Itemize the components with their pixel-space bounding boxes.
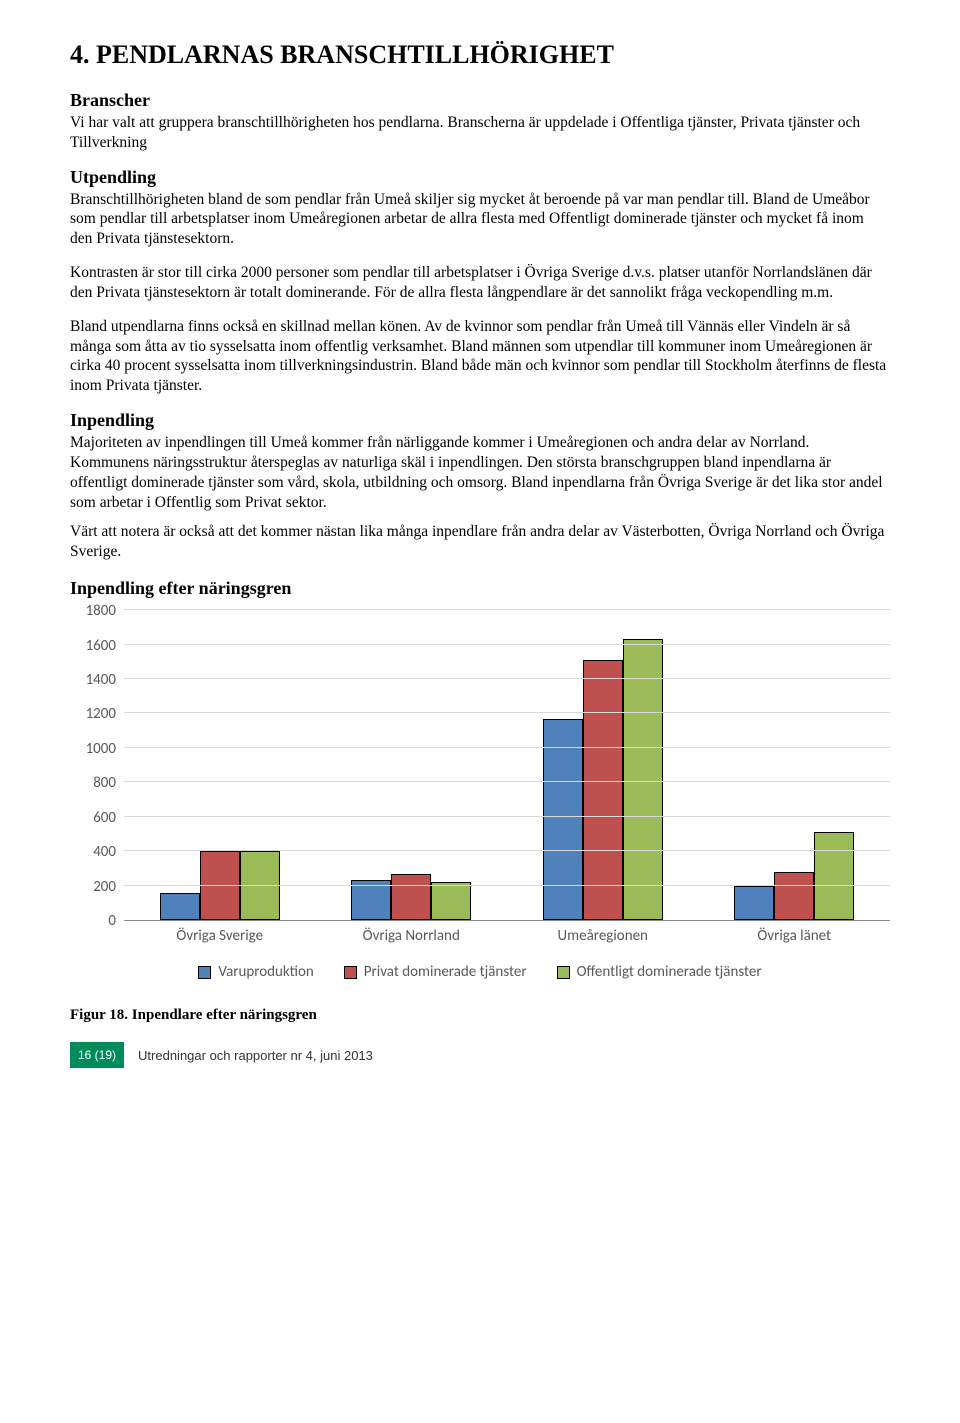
y-tick-label: 0 — [108, 912, 116, 930]
legend-label: Offentligt dominerade tjänster — [577, 963, 762, 981]
utpendling-p3: Bland utpendlarna finns också en skillna… — [70, 317, 890, 396]
bar-group — [518, 639, 687, 920]
legend-label: Varuproduktion — [218, 963, 313, 981]
section-utpendling-title: Utpendling — [70, 167, 890, 188]
y-tick-label: 1200 — [86, 705, 116, 723]
bar — [774, 872, 814, 920]
bar-group — [327, 874, 496, 921]
page-number-badge: 16 (19) — [70, 1042, 124, 1068]
bar — [160, 893, 200, 921]
x-tick-label: Övriga Sverige — [135, 927, 304, 945]
footer-text: Utredningar och rapporter nr 4, juni 201… — [138, 1048, 373, 1063]
x-tick-label: Övriga Norrland — [327, 927, 496, 945]
plot-area — [124, 611, 890, 921]
y-axis: 020040060080010001200140016001800 — [70, 611, 124, 921]
inpendling-p1: Majoriteten av inpendlingen till Umeå ko… — [70, 433, 890, 512]
bar-group — [135, 851, 304, 920]
y-tick-label: 400 — [93, 843, 116, 861]
y-tick-label: 800 — [93, 774, 116, 792]
utpendling-p1: Branschtillhörigheten bland de som pendl… — [70, 190, 890, 249]
bar — [583, 660, 623, 920]
x-tick-label: Umeåregionen — [518, 927, 687, 945]
bar — [431, 882, 471, 920]
legend-item: Privat dominerade tjänster — [344, 963, 527, 981]
inpendling-p2: Värt att notera är också att det kommer … — [70, 522, 890, 562]
y-tick-label: 600 — [93, 809, 116, 827]
chart-legend: Varuproduktion Privat dominerade tjänster… — [70, 963, 890, 981]
legend-swatch — [198, 966, 211, 979]
legend-item: Varuproduktion — [198, 963, 313, 981]
bar — [734, 886, 774, 920]
bar — [351, 880, 391, 920]
y-tick-label: 1600 — [86, 637, 116, 655]
bar — [200, 851, 240, 920]
legend-swatch — [344, 966, 357, 979]
y-tick-label: 1800 — [86, 602, 116, 620]
y-tick-label: 1400 — [86, 671, 116, 689]
gridline — [124, 644, 890, 645]
gridline — [124, 885, 890, 886]
bar — [240, 851, 280, 920]
gridline — [124, 712, 890, 713]
section-branscher-title: Branscher — [70, 90, 890, 111]
legend-label: Privat dominerade tjänster — [364, 963, 527, 981]
bar — [623, 639, 663, 920]
gridline — [124, 678, 890, 679]
bar — [391, 874, 431, 921]
bar-chart: 020040060080010001200140016001800 Övriga… — [70, 611, 890, 981]
utpendling-p2: Kontrasten är stor till cirka 2000 perso… — [70, 263, 890, 303]
gridline — [124, 816, 890, 817]
gridline — [124, 850, 890, 851]
legend-item: Offentligt dominerade tjänster — [557, 963, 762, 981]
x-axis-labels: Övriga Sverige Övriga Norrland Umeåregione… — [124, 927, 890, 945]
bar — [814, 832, 854, 920]
gridline — [124, 781, 890, 782]
page-title: 4. PENDLARNAS BRANSCHTILLHÖRIGHET — [70, 40, 890, 70]
gridline — [124, 747, 890, 748]
bar-group — [710, 832, 879, 920]
page-footer: 16 (19) Utredningar och rapporter nr 4, … — [70, 1042, 890, 1068]
bar — [543, 719, 583, 921]
legend-swatch — [557, 966, 570, 979]
gridline — [124, 609, 890, 610]
chart-title: Inpendling efter näringsgren — [70, 578, 890, 599]
y-tick-label: 1000 — [86, 740, 116, 758]
y-tick-label: 200 — [93, 878, 116, 896]
figure-caption: Figur 18. Inpendlare efter näringsgren — [70, 1007, 890, 1024]
branscher-p1: Vi har valt att gruppera branschtillhöri… — [70, 113, 890, 153]
section-inpendling-title: Inpendling — [70, 410, 890, 431]
x-tick-label: Övriga länet — [710, 927, 879, 945]
